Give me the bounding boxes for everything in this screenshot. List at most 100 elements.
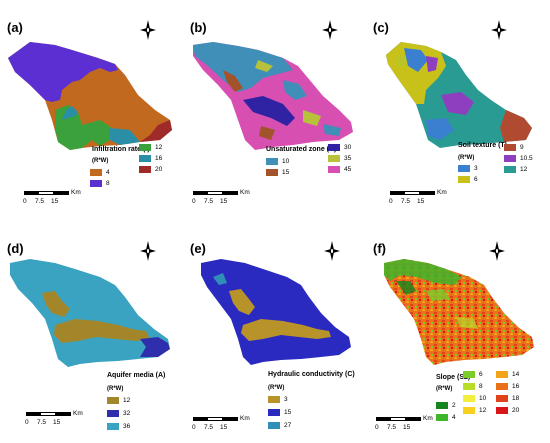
- legend-value: 2: [452, 402, 456, 409]
- legend-value: 4: [452, 414, 456, 421]
- legend-title: Aquifer media (A): [107, 372, 166, 379]
- legend-swatch: [107, 397, 119, 404]
- north-arrow-icon: [488, 240, 506, 262]
- legend-value: 8: [479, 383, 483, 390]
- panel-d: (d) Aquifer media (A) (R*W) 12 32 36 Km …: [0, 221, 183, 442]
- legend-swatch: [504, 166, 516, 173]
- north-arrow-icon: [490, 19, 508, 41]
- legend-swatch: [328, 155, 340, 162]
- legend-value: 35: [344, 155, 352, 162]
- panel-c: (c) Soil texture (T) (R*W) 3 6 9 10.5 12: [366, 0, 549, 221]
- scale-tick: 0: [23, 198, 27, 205]
- aquifer-media-map: [10, 259, 170, 367]
- legend-value: 36: [123, 423, 131, 430]
- scale-tick: 7.5: [204, 198, 214, 205]
- scale-tick: 15: [417, 198, 425, 205]
- legend-swatch: [458, 165, 470, 172]
- legend-value: 3: [474, 165, 478, 172]
- legend-value: 14: [512, 371, 520, 378]
- legend-swatch: [266, 158, 278, 165]
- legend-swatch: [268, 396, 280, 403]
- legend-value: 10.5: [520, 155, 533, 162]
- rw-label: (R*W): [268, 385, 285, 391]
- scale-tick: 7.5: [401, 198, 411, 205]
- legend-swatch: [107, 423, 119, 430]
- scale-tick: 7.5: [204, 424, 214, 431]
- legend-title: Slope (S2): [436, 374, 471, 381]
- panel-label: (b): [190, 20, 207, 35]
- legend-value: 18: [512, 395, 520, 402]
- scale-bar: Km 0 7.5 15: [192, 188, 253, 210]
- scale-bar: Km 0 7.5 15: [23, 188, 84, 210]
- legend-swatch: [436, 402, 448, 409]
- legend-value: 8: [106, 180, 110, 187]
- legend-swatch: [328, 166, 340, 173]
- panel-label: (e): [190, 241, 206, 256]
- legend-swatch: [139, 144, 151, 151]
- scale-unit: Km: [73, 410, 83, 417]
- legend-swatch: [463, 395, 475, 402]
- legend-swatch: [504, 155, 516, 162]
- scale-tick: 7.5: [37, 419, 47, 426]
- rw-label: (R*W): [436, 386, 453, 392]
- legend-swatch: [268, 409, 280, 416]
- scale-unit: Km: [240, 189, 250, 196]
- rw-label: (R*W): [92, 158, 109, 164]
- legend-value: 10: [479, 395, 487, 402]
- scale-tick: 15: [51, 198, 59, 205]
- legend-swatch: [496, 371, 508, 378]
- north-arrow-icon: [323, 240, 341, 262]
- scale-unit: Km: [437, 189, 447, 196]
- rw-label: (R*W): [458, 155, 475, 161]
- panel-label: (a): [7, 20, 23, 35]
- panel-e: (e) Hydraulic conductivity (C) (R*W) 3 1…: [183, 221, 366, 442]
- legend-swatch: [463, 371, 475, 378]
- legend-value: 27: [284, 422, 292, 429]
- legend-title: Infiltration rate (I): [92, 146, 150, 153]
- scale-tick: 0: [192, 198, 196, 205]
- legend-value: 12: [123, 397, 131, 404]
- scale-tick: 0: [25, 419, 29, 426]
- north-arrow-icon: [139, 19, 157, 41]
- legend-swatch: [463, 407, 475, 414]
- scale-tick: 0: [192, 424, 196, 431]
- legend-value: 16: [155, 155, 163, 162]
- legend-value: 32: [123, 410, 131, 417]
- north-arrow-icon: [321, 19, 339, 41]
- legend-title: Soil texture (T): [458, 142, 508, 149]
- legend-value: 6: [479, 371, 483, 378]
- scale-tick: 15: [220, 424, 228, 431]
- legend-title: Hydraulic conductivity (C): [268, 371, 355, 378]
- rw-label: (R*W): [107, 386, 124, 392]
- scale-unit: Km: [423, 415, 433, 422]
- legend-value: 12: [155, 144, 163, 151]
- scale-bar: Km 0 7.5 15: [192, 414, 253, 436]
- legend-title: Unsaturated zone (N): [266, 146, 337, 153]
- scale-tick: 7.5: [387, 424, 397, 431]
- scale-tick: 7.5: [35, 198, 45, 205]
- legend-value: 15: [282, 169, 290, 176]
- legend-swatch: [266, 169, 278, 176]
- legend-value: 12: [479, 407, 487, 414]
- legend-swatch: [496, 407, 508, 414]
- slope-map: [384, 259, 534, 365]
- legend-value: 20: [512, 407, 520, 414]
- legend-swatch: [504, 144, 516, 151]
- legend-value: 6: [474, 176, 478, 183]
- legend-swatch: [328, 144, 340, 151]
- legend-value: 30: [344, 144, 352, 151]
- legend-value: 16: [512, 383, 520, 390]
- scale-bar: Km 0 7.5 15: [375, 414, 436, 436]
- panel-label: (d): [7, 241, 24, 256]
- north-arrow-icon: [139, 240, 157, 262]
- panel-a: (a) Infiltration rate (I) (R*W) 4 8 12 1…: [0, 0, 183, 221]
- legend-swatch: [268, 422, 280, 429]
- panel-label: (f): [373, 241, 386, 256]
- scale-tick: 15: [53, 419, 61, 426]
- legend-value: 3: [284, 396, 288, 403]
- legend-value: 15: [284, 409, 292, 416]
- legend-swatch: [496, 383, 508, 390]
- legend-value: 12: [520, 166, 528, 173]
- legend-swatch: [90, 180, 102, 187]
- scale-tick: 15: [403, 424, 411, 431]
